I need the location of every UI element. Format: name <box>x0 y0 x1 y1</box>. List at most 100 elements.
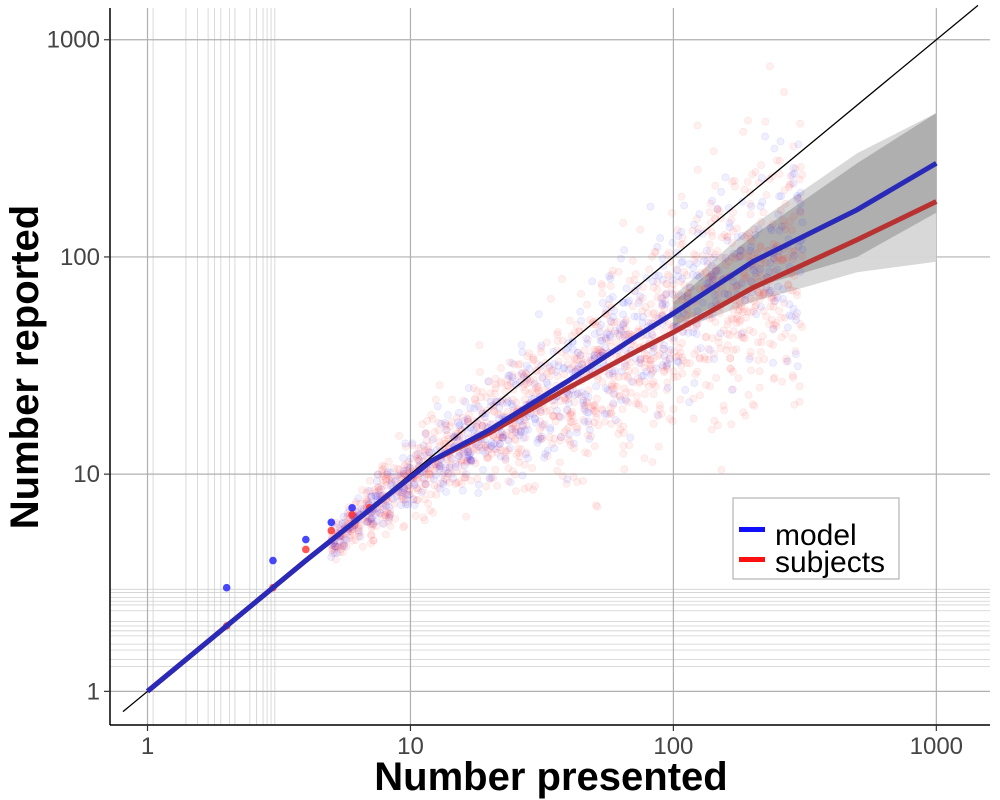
scatter-point-1617 <box>467 457 475 466</box>
scatter-point-1180 <box>614 267 623 276</box>
scatter-point-1640 <box>769 254 778 263</box>
scatter-point-619 <box>610 318 619 327</box>
scatter-point-524 <box>369 519 378 528</box>
scatter-point-1549 <box>420 451 429 460</box>
scatter-point-151 <box>647 300 655 309</box>
scatter-point-1689 <box>453 433 462 442</box>
scatter-point-16 <box>755 383 764 392</box>
scatter-point-1302 <box>770 320 778 329</box>
scatter-point-176 <box>384 517 393 526</box>
scatter-point-575 <box>706 382 714 391</box>
scatter-point-1001 <box>520 395 529 404</box>
scatter-point-79 <box>384 513 393 522</box>
scatter-point-1620 <box>620 319 628 328</box>
scatter-point-622 <box>793 291 801 300</box>
scatter-point-888 <box>717 233 726 242</box>
scatter-point-465 <box>790 247 799 255</box>
scatter-point-893 <box>346 531 355 540</box>
scatter-point-1049 <box>590 418 599 427</box>
y-tick-label-0: 1 <box>87 678 100 705</box>
scatter-point-1333 <box>668 285 676 294</box>
scatter-point-862 <box>685 359 694 368</box>
scatter-point-697 <box>464 415 473 424</box>
discrete-point-7 <box>302 545 310 554</box>
scatter-point-993 <box>734 307 743 315</box>
scatter-point-249 <box>467 456 476 465</box>
scatter-point-1389 <box>523 352 532 361</box>
scatter-point-39 <box>557 275 566 283</box>
scatter-point-1339 <box>645 360 654 369</box>
scatter-point-1946 <box>617 327 626 335</box>
scatter-point-30 <box>625 441 634 450</box>
scatter-point-415 <box>781 225 790 234</box>
scatter-point-1545 <box>735 253 744 261</box>
scatter-point-412 <box>710 214 719 222</box>
scatter-point-1174 <box>717 465 726 474</box>
scatter-point-284 <box>334 520 343 529</box>
scatter-point-607 <box>584 335 592 344</box>
scatter-point-729 <box>564 435 572 444</box>
scatter-point-760 <box>761 289 770 297</box>
scatter-point-1743 <box>576 307 585 316</box>
scatter-point-291 <box>503 375 512 383</box>
scatter-point-947 <box>493 481 501 490</box>
scatter-point-1250 <box>646 355 655 364</box>
scatter-point-226 <box>796 208 805 217</box>
scatter-point-394 <box>720 326 728 335</box>
scatter-point-1569 <box>585 425 594 434</box>
scatter-point-874 <box>674 290 683 299</box>
scatter-point-785 <box>724 257 733 266</box>
scatter-point-208 <box>641 354 650 363</box>
scatter-point-700 <box>397 472 406 480</box>
scatter-point-1046 <box>446 422 455 430</box>
scatter-point-1907 <box>703 279 712 288</box>
scatter-point-1028 <box>358 486 366 495</box>
scatter-point-280 <box>729 227 737 235</box>
scatter-point-1354 <box>635 379 643 387</box>
scatter-point-223 <box>791 347 800 356</box>
scatter-point-1148 <box>641 377 650 386</box>
scatter-point-421 <box>731 302 740 311</box>
scatter-point-186 <box>710 350 718 358</box>
scatter-point-891 <box>567 332 576 341</box>
scatter-point-336 <box>429 434 438 443</box>
scatter-point-731 <box>453 429 462 438</box>
scatter-point-1201 <box>354 529 363 538</box>
scatter-point-648 <box>465 410 473 419</box>
scatter-point-1132 <box>605 371 614 380</box>
scatter-point-179 <box>735 252 744 260</box>
scatter-point-275 <box>759 288 768 297</box>
scatter-point-1698 <box>630 312 639 321</box>
scatter-point-258 <box>705 274 713 282</box>
scatter-point-1975 <box>467 456 475 465</box>
scatter-point-1256 <box>428 414 437 423</box>
scatter-point-849 <box>607 382 616 391</box>
scatter-point-1074 <box>672 265 681 273</box>
scatter-point-1468 <box>401 500 410 509</box>
scatter-point-1735 <box>459 449 468 457</box>
scatter-point-1856 <box>525 365 534 373</box>
scatter-point-1713 <box>710 354 718 363</box>
scatter-point-1991 <box>515 431 524 440</box>
scatter-point-1912 <box>639 371 648 380</box>
scatter-point-260 <box>391 514 400 523</box>
scatter-point-1418 <box>695 210 704 219</box>
scatter-point-290 <box>720 231 729 239</box>
scatter-point-2007 <box>677 227 686 236</box>
scatter-point-1544 <box>372 477 381 486</box>
scatter-point-708 <box>705 247 714 256</box>
scatter-point-1851 <box>372 492 381 501</box>
scatter-point-1834 <box>577 316 585 325</box>
scatter-point-1830 <box>481 409 490 418</box>
scatter-point-129 <box>591 407 599 416</box>
scatter-point-492 <box>723 320 732 329</box>
scatter-point-264 <box>657 410 666 418</box>
scatter-point-1167 <box>679 356 687 365</box>
scatter-point-714 <box>459 396 467 405</box>
scatter-point-727 <box>430 428 439 437</box>
scatter-point-1385 <box>696 391 704 400</box>
scatter-point-1069 <box>522 379 531 388</box>
scatter-point-977 <box>619 442 628 450</box>
scatter-point-560 <box>653 278 662 287</box>
scatter-point-2030 <box>693 271 701 280</box>
